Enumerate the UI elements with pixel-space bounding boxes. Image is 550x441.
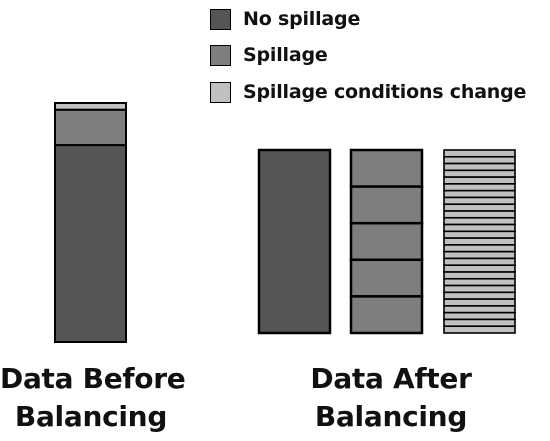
- before-segment-spillage: [54, 108, 127, 147]
- after-spillage-conditions-change-block: [443, 305, 516, 314]
- caption-after-line2: Balancing: [314, 400, 468, 433]
- after-spillage-conditions-change-block: [443, 216, 516, 226]
- legend-item-no-spillage: No spillage: [210, 7, 360, 31]
- caption-before-line1: Data Before: [0, 362, 186, 395]
- before-segment-spillage-conditions-change: [54, 102, 127, 111]
- after-spillage-conditions-change-block: [443, 149, 516, 158]
- after-spillage-conditions-change-block: [443, 271, 516, 280]
- after-spillage-conditions-change-block: [443, 162, 516, 172]
- after-spillage-conditions-change-block: [443, 284, 516, 294]
- legend-swatch-spillage: [210, 44, 231, 66]
- after-spillage-block: [349, 295, 424, 335]
- after-spillage-conditions-change-block: [443, 223, 516, 233]
- after-spillage-conditions-change-block: [443, 196, 516, 206]
- legend-swatch-no-spillage: [210, 8, 231, 30]
- after-spillage-conditions-change-block: [443, 291, 516, 300]
- caption-before: Data Before Balancing: [0, 360, 186, 436]
- after-spillage-conditions-change-block: [443, 237, 516, 246]
- after-spillage-conditions-change-block: [443, 244, 516, 253]
- legend-item-spillage-conditions-change: Spillage conditions change: [210, 80, 526, 104]
- legend-label-spillage-conditions-change: Spillage conditions change: [243, 81, 527, 103]
- after-spillage-block: [349, 185, 424, 225]
- caption-after-line1: Data After: [310, 362, 472, 395]
- after-spillage-block: [349, 258, 424, 298]
- after-spillage-block: [349, 221, 424, 262]
- after-spillage-conditions-change-block: [443, 183, 516, 192]
- after-no-spillage-block: [257, 148, 332, 335]
- after-spillage-conditions-change-block: [443, 230, 516, 239]
- after-spillage-conditions-change-block: [443, 298, 516, 307]
- after-spillage-conditions-change-block: [443, 250, 516, 260]
- after-spillage-conditions-change-block: [443, 325, 516, 334]
- caption-before-line2: Balancing: [14, 400, 168, 433]
- caption-after: Data After Balancing: [276, 360, 506, 436]
- after-spillage-conditions-change-block: [443, 203, 516, 212]
- after-spillage-conditions-change-block: [443, 176, 516, 185]
- legend-label-spillage: Spillage: [243, 44, 328, 66]
- after-spillage-conditions-change-block: [443, 318, 516, 328]
- legend-item-spillage: Spillage: [210, 43, 328, 67]
- after-spillage-conditions-change-block: [443, 277, 516, 287]
- after-spillage-conditions-change-block: [443, 311, 516, 321]
- legend-swatch-spillage-conditions-change: [210, 81, 231, 103]
- after-spillage-conditions-change-block: [443, 264, 516, 273]
- after-spillage-block: [349, 148, 424, 188]
- after-spillage-conditions-change-block: [443, 257, 516, 267]
- after-spillage-conditions-change-block: [443, 210, 516, 219]
- after-spillage-conditions-change-block: [443, 155, 516, 165]
- after-spillage-conditions-change-block: [443, 189, 516, 199]
- before-segment-no-spillage: [54, 144, 127, 343]
- after-spillage-conditions-change-block: [443, 169, 516, 178]
- legend-label-no-spillage: No spillage: [243, 8, 361, 30]
